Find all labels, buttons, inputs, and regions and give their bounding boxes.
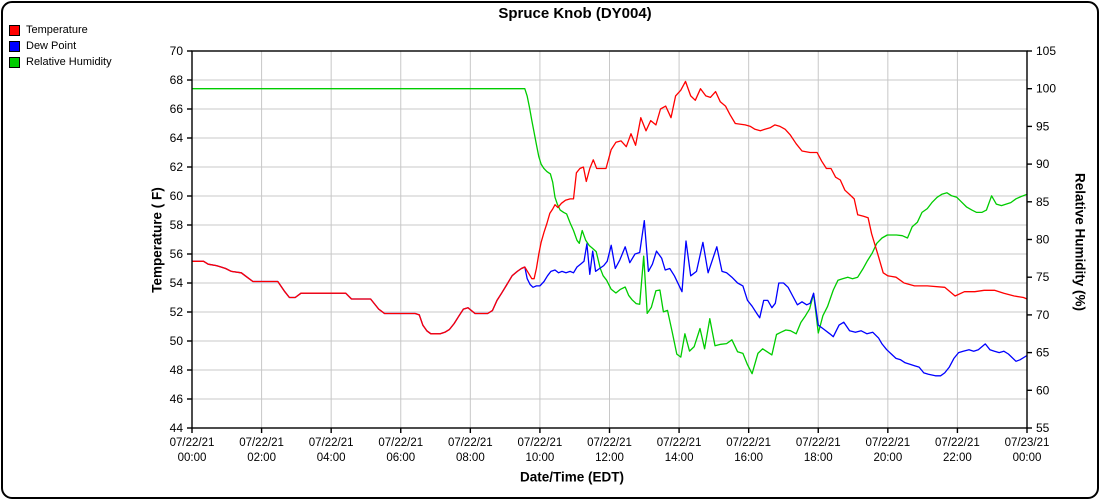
left-tick-label: 60 [170,189,184,203]
left-tick-label: 56 [170,247,184,261]
x-tick-time-label: 02:00 [247,452,276,464]
x-tick-date-label: 07/22/21 [935,437,980,449]
right-tick-label: 95 [1036,119,1050,133]
left-tick-label: 52 [170,305,184,319]
left-tick-label: 50 [170,334,184,348]
legend-swatch-icon [9,56,20,68]
x-tick-time-label: 12:00 [595,452,624,464]
x-tick-date-label: 07/22/21 [239,437,284,449]
x-tick-date-label: 07/23/21 [1005,437,1050,449]
x-tick-time-label: 18:00 [804,452,833,464]
x-tick-date-label: 07/22/21 [309,437,354,449]
left-tick-label: 68 [170,73,184,87]
left-axis-title: Temperature ( F) [149,187,165,293]
x-tick-date-label: 07/22/21 [865,437,910,449]
legend-item-temperature: Temperature [9,24,112,36]
left-tick-label: 44 [170,421,184,435]
left-tick-label: 64 [170,131,184,145]
left-tick-label: 58 [170,218,184,232]
legend-label: Dew Point [26,40,77,52]
legend-item-dew-point: Dew Point [9,40,112,52]
legend: Temperature Dew Point Relative Humidity [9,24,112,72]
x-tick-time-label: 22:00 [943,452,972,464]
right-tick-label: 105 [1036,44,1056,58]
left-tick-label: 46 [170,392,184,406]
right-tick-label: 70 [1036,308,1050,322]
right-axis-title: Relative Humidity (%) [1072,172,1088,312]
x-tick-date-label: 07/22/21 [587,437,632,449]
x-tick-time-label: 20:00 [873,452,902,464]
x-tick-time-label: 04:00 [317,452,346,464]
right-tick-label: 85 [1036,195,1050,209]
legend-label: Relative Humidity [26,56,112,68]
right-tick-label: 100 [1036,82,1056,96]
x-tick-date-label: 07/22/21 [657,437,702,449]
x-tick-time-label: 06:00 [386,452,415,464]
right-tick-label: 60 [1036,383,1050,397]
x-tick-date-label: 07/22/21 [448,437,493,449]
x-tick-time-label: 00:00 [1013,452,1042,464]
left-tick-label: 48 [170,363,184,377]
x-tick-date-label: 07/22/21 [378,437,423,449]
x-tick-time-label: 00:00 [178,452,207,464]
legend-swatch-icon [9,40,20,52]
left-tick-label: 66 [170,102,184,116]
legend-item-relative-humidity: Relative Humidity [9,56,112,68]
chart-title: Spruce Knob (DY004) [498,5,652,22]
legend-label: Temperature [26,24,88,36]
series-line-relative-humidity [192,88,1028,375]
x-tick-date-label: 07/22/21 [518,437,563,449]
x-tick-time-label: 14:00 [665,452,694,464]
x-axis-title: Date/Time (EDT) [519,469,625,485]
left-tick-label: 62 [170,160,184,174]
right-tick-label: 80 [1036,233,1050,247]
x-tick-date-label: 07/22/21 [726,437,771,449]
right-tick-label: 75 [1036,270,1050,284]
x-tick-date-label: 07/22/21 [170,437,215,449]
series-line-temperature [192,80,1028,335]
right-tick-label: 65 [1036,346,1050,360]
x-tick-time-label: 08:00 [456,452,485,464]
x-tick-time-label: 10:00 [526,452,555,464]
left-tick-label: 70 [170,44,184,58]
left-tick-label: 54 [170,276,184,290]
right-tick-label: 90 [1036,157,1050,171]
x-tick-time-label: 16:00 [734,452,763,464]
x-tick-date-label: 07/22/21 [796,437,841,449]
right-tick-label: 55 [1036,421,1050,435]
legend-swatch-icon [9,24,20,36]
